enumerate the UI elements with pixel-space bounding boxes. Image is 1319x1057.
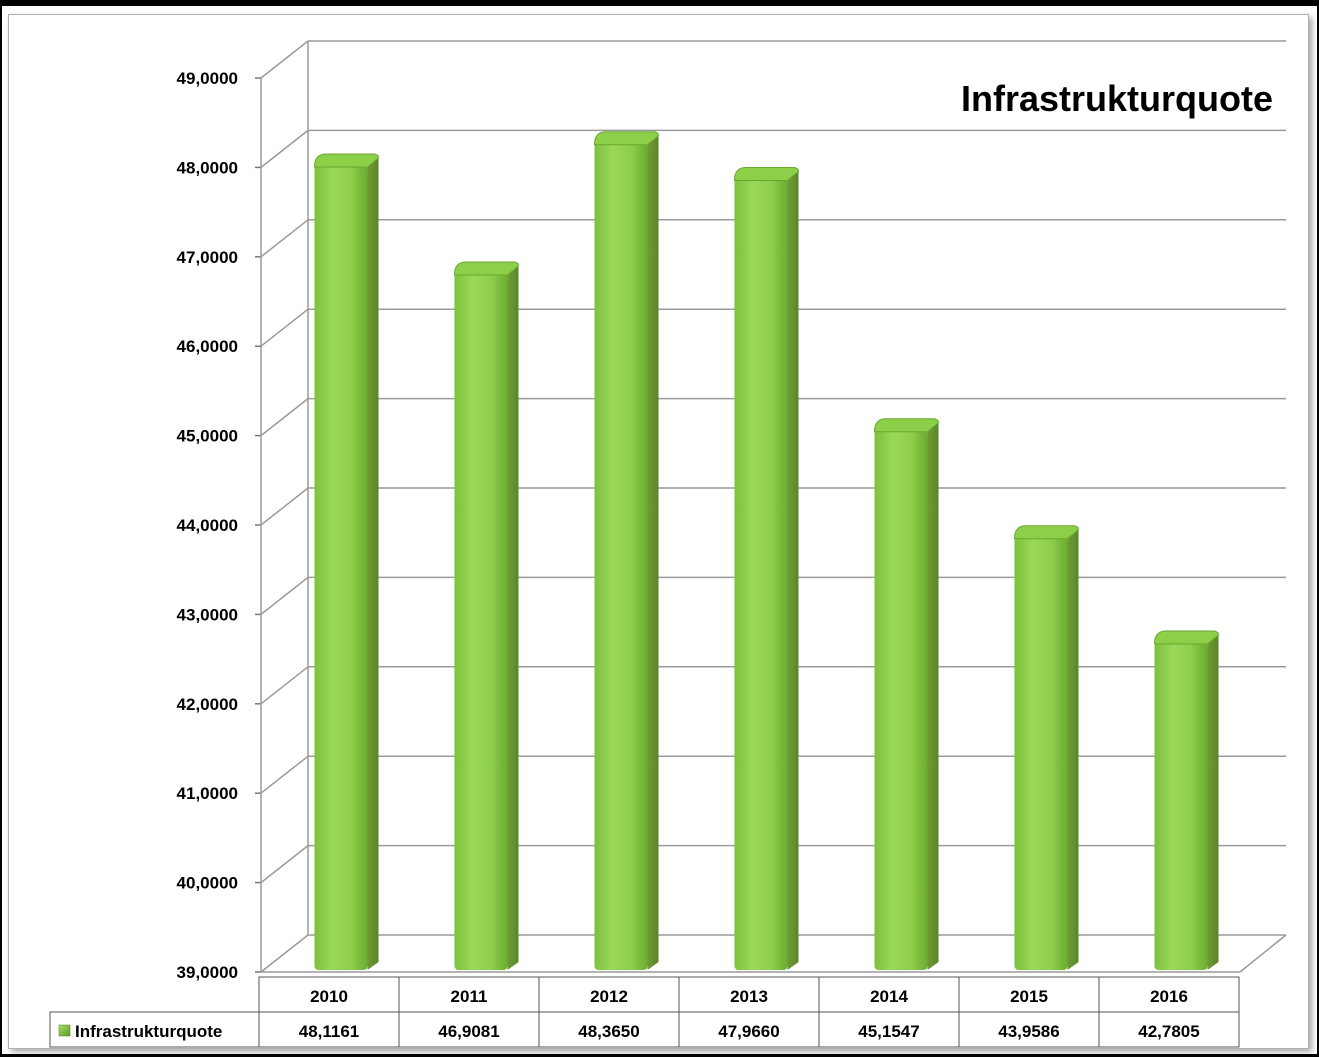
x-category-label: 2014 <box>870 987 908 1006</box>
data-value-label: 48,1161 <box>299 1022 360 1041</box>
legend-cell <box>49 1011 260 1048</box>
bar-side-2010 <box>367 155 379 971</box>
data-value-label: 48,3650 <box>578 1022 639 1041</box>
x-category-label: 2016 <box>1150 987 1188 1006</box>
gridline-diagonal <box>260 129 309 168</box>
bar-top-2012 <box>593 131 660 146</box>
y-tick-label: 43,0000 <box>177 605 238 624</box>
bar-top-2013 <box>733 166 800 181</box>
data-value-label: 43,9586 <box>998 1022 1059 1041</box>
bar-2014 <box>874 429 928 971</box>
gridline-diagonal <box>260 666 309 705</box>
data-table: 2010 48,1161 2011 46,9081 2012 48,3650 2013 47,… <box>49 976 1240 1048</box>
bar-top-2010 <box>313 153 380 168</box>
y-tick-label: 49,0000 <box>177 69 238 88</box>
y-tick-label: 48,0000 <box>177 158 238 177</box>
gridline-diagonal <box>260 398 309 437</box>
gridline-diagonal <box>260 40 309 79</box>
x-category-label: 2011 <box>451 987 488 1006</box>
bar-side-2013 <box>787 168 799 971</box>
bar-top-2015 <box>1013 525 1080 540</box>
bar-side-2015 <box>1067 526 1079 970</box>
gridline-diagonal <box>260 308 309 347</box>
y-tick-label: 45,0000 <box>177 427 238 446</box>
bars <box>313 131 1220 971</box>
y-tick-label: 44,0000 <box>177 516 238 535</box>
bar-side-2016 <box>1207 632 1219 970</box>
bar-top-2014 <box>873 418 940 433</box>
floor-right-edge <box>1239 934 1287 973</box>
x-category-label: 2013 <box>730 987 768 1006</box>
x-category-label: 2010 <box>310 987 348 1006</box>
y-tick-label: 46,0000 <box>177 337 238 356</box>
x-category-label: 2012 <box>590 987 628 1006</box>
y-tick-label: 40,0000 <box>177 874 238 893</box>
gridline-diagonal <box>260 934 309 973</box>
y-tick-label: 47,0000 <box>177 248 238 267</box>
bar-2012 <box>594 142 648 971</box>
x-category-label: 2015 <box>1010 987 1048 1006</box>
gridline-diagonal <box>260 845 309 884</box>
y-tick-label: 41,0000 <box>177 784 238 803</box>
data-value-label: 47,9660 <box>718 1022 779 1041</box>
data-value-label: 46,9081 <box>438 1022 499 1041</box>
gridline-diagonal <box>260 576 309 615</box>
bar-2016 <box>1154 642 1208 970</box>
bar-2010 <box>314 165 368 971</box>
legend-swatch <box>58 1024 71 1037</box>
data-value-label: 42,7805 <box>1138 1022 1199 1041</box>
bar-side-2014 <box>927 419 939 971</box>
bar-2011 <box>454 273 508 970</box>
labels: 39,0000 40,0000 41,0000 42,0000 43,0000 44,00… <box>49 69 1240 1048</box>
bar-side-2012 <box>647 132 659 971</box>
y-tick-label: 42,0000 <box>177 695 238 714</box>
bar-top-2016 <box>1153 630 1220 645</box>
bar-2015 <box>1014 536 1068 970</box>
legend-label: Infrastrukturquote <box>75 1022 222 1041</box>
gridline-diagonal <box>260 755 309 794</box>
bar-2013 <box>734 178 788 971</box>
gridline-diagonal <box>260 487 309 526</box>
bar-top-2011 <box>453 261 520 276</box>
data-value-label: 45,1547 <box>858 1022 919 1041</box>
gridline-diagonal <box>260 219 309 258</box>
bar-side-2011 <box>507 263 519 970</box>
chart-title: Infrastrukturquote <box>961 78 1273 119</box>
y-tick-label: 39,0000 <box>177 963 238 982</box>
